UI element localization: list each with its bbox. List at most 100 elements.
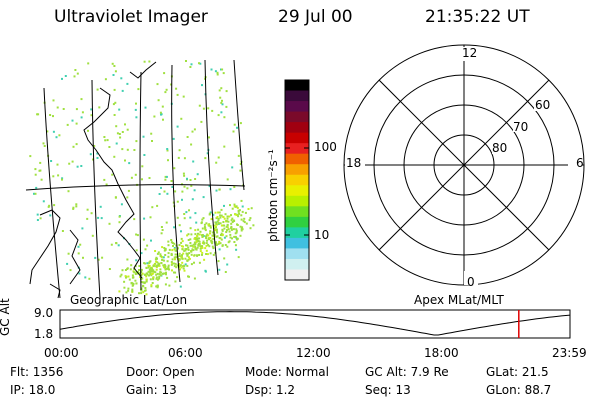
aurora-pixel	[165, 271, 167, 274]
aurora-pixel	[203, 223, 206, 226]
aurora-pixel	[183, 174, 186, 177]
aurora-pixel	[52, 115, 54, 118]
aurora-pixel	[159, 268, 162, 271]
aurora-pixel	[201, 242, 204, 245]
aurora-pixel	[201, 218, 204, 221]
aurora-pixel	[152, 269, 155, 272]
aurora-pixel	[204, 269, 207, 272]
aurora-pixel	[104, 78, 107, 81]
aurora-pixel	[194, 243, 197, 246]
aurora-pixel	[235, 248, 238, 251]
aurora-pixel	[225, 225, 228, 228]
aurora-pixel	[223, 204, 225, 207]
aurora-pixel	[187, 233, 190, 236]
aurora-pixel	[182, 252, 185, 255]
aurora-pixel	[115, 125, 118, 128]
aurora-pixel	[142, 291, 145, 294]
aurora-pixel	[193, 128, 196, 131]
aurora-pixel	[160, 113, 163, 116]
aurora-pixel	[181, 265, 184, 268]
aurora-pixel	[184, 257, 187, 260]
aurora-pixel	[182, 172, 185, 175]
aurora-pixel	[135, 140, 138, 143]
aurora-pixel	[134, 108, 137, 111]
aurora-pixel	[215, 244, 218, 246]
aurora-pixel	[127, 275, 130, 278]
aurora-pixel	[234, 235, 237, 238]
aurora-pixel	[225, 105, 228, 108]
aurora-pixel	[217, 156, 220, 159]
aurora-pixel	[157, 264, 159, 267]
aurora-pixel	[214, 229, 216, 232]
aurora-pixel	[194, 247, 197, 250]
aurora-pixel	[218, 237, 221, 239]
aurora-pixel	[176, 216, 179, 219]
aurora-pixel	[143, 273, 146, 276]
aurora-pixel	[217, 218, 220, 220]
aurora-pixel	[138, 292, 140, 295]
aurora-pixel	[221, 68, 224, 71]
aurora-pixel	[198, 240, 201, 243]
aurora-pixel	[81, 111, 84, 114]
alt-xtick-1800: 18:00	[424, 346, 459, 360]
aurora-pixel	[240, 214, 243, 217]
aurora-pixel	[174, 280, 177, 283]
aurora-pixel	[212, 237, 215, 240]
aurora-pixel	[121, 89, 124, 92]
aurora-pixel	[164, 283, 167, 286]
aurora-pixel	[218, 248, 221, 251]
aurora-pixel	[217, 260, 220, 263]
aurora-pixel	[203, 242, 205, 245]
aurora-pixel	[158, 193, 161, 195]
aurora-pixel	[147, 270, 150, 273]
aurora-pixel	[49, 214, 52, 217]
aurora-pixel	[210, 68, 213, 71]
aurora-pixel	[126, 148, 129, 151]
aurora-pixel	[156, 278, 159, 281]
aurora-pixel	[216, 231, 219, 234]
aurora-pixel	[147, 264, 150, 267]
aurora-pixel	[165, 88, 168, 91]
aurora-pixel	[234, 213, 236, 216]
aurora-pixel	[180, 241, 183, 244]
aurora-pixel	[191, 198, 194, 201]
aurora-pixel	[150, 239, 152, 242]
aurora-pixel	[161, 258, 164, 261]
aurora-pixel	[189, 242, 192, 244]
colorbar-swatch	[285, 111, 309, 123]
aurora-pixel	[236, 223, 238, 226]
aurora-pixel	[226, 215, 229, 218]
aurora-pixel	[241, 226, 244, 229]
mlat-label-70: 70	[513, 120, 529, 134]
aurora-pixel	[163, 72, 166, 75]
aurora-pixel	[181, 261, 184, 264]
aurora-pixel	[35, 186, 38, 189]
aurora-pixel	[38, 169, 41, 172]
aurora-pixel	[140, 252, 143, 255]
aurora-pixel	[114, 101, 117, 104]
aurora-pixel	[232, 219, 235, 222]
aurora-pixel	[237, 209, 240, 212]
colorbar-unit-label: photon cm⁻²s⁻¹	[266, 149, 280, 242]
aurora-pixel	[206, 253, 209, 256]
aurora-pixel	[221, 244, 224, 247]
aurora-pixel	[146, 244, 149, 247]
aurora-pixel	[183, 157, 186, 160]
aurora-pixel	[207, 223, 210, 226]
aurora-pixel	[150, 285, 153, 288]
aurora-pixel	[211, 234, 214, 237]
aurora-pixel	[229, 236, 232, 239]
aurora-pixel	[237, 256, 240, 259]
date-label: 29 Jul 00	[278, 7, 353, 27]
aurora-pixel	[167, 267, 170, 270]
aurora-pixel	[90, 108, 93, 111]
aurora-pixel	[204, 229, 207, 232]
aurora-pixel	[156, 204, 159, 207]
apex-label: Apex MLat/MLT	[414, 293, 504, 307]
aurora-pixel	[158, 263, 161, 266]
aurora-pixel	[103, 136, 106, 138]
aurora-pixel	[186, 244, 189, 247]
aurora-pixel	[220, 87, 223, 90]
aurora-pixel	[201, 235, 204, 238]
